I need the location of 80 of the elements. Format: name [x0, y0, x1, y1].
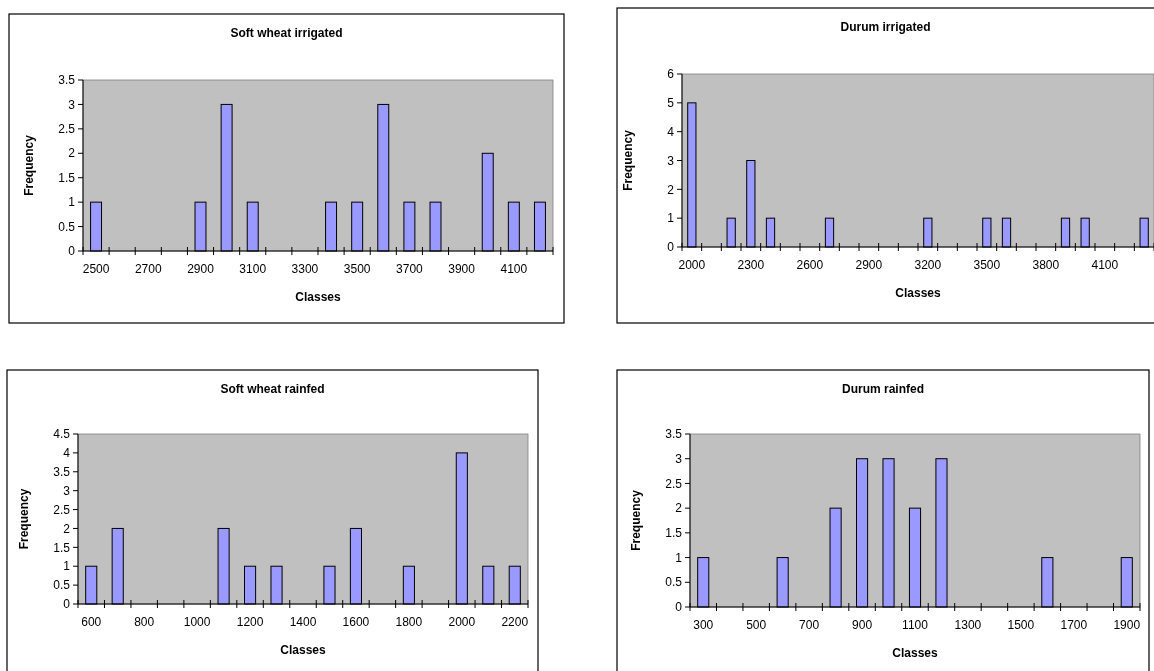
x-tick-label: 4100 — [500, 262, 528, 276]
y-tick-label: 3.5 — [58, 73, 76, 88]
x-tick-label: 2900 — [855, 258, 883, 272]
y-tick-label: 0.5 — [53, 578, 71, 593]
y-tick-label: 0.5 — [58, 219, 76, 234]
x-axis-title: Classes — [280, 643, 327, 657]
x-axis-title: Classes — [895, 286, 942, 300]
y-tick-label: 2 — [68, 146, 76, 161]
y-tick-label: 1 — [68, 195, 76, 210]
y-tick-label: 4 — [63, 446, 71, 461]
x-tick-label: 300 — [693, 618, 714, 632]
y-tick-label: 3 — [68, 97, 76, 112]
y-tick-label: 3.5 — [665, 427, 683, 442]
x-tick-label: 3500 — [973, 258, 1001, 272]
chart-title: Soft wheat rainfed — [220, 382, 325, 396]
x-axis-title: Classes — [892, 646, 939, 660]
y-tick-label: 2.5 — [58, 122, 76, 137]
y-tick-label: 0.5 — [665, 575, 683, 590]
x-tick-label: 1900 — [1113, 618, 1141, 632]
x-tick-label: 1400 — [289, 615, 317, 629]
x-tick-label: 1700 — [1060, 618, 1088, 632]
y-tick-label: 4.5 — [53, 427, 71, 442]
x-tick-label: 900 — [852, 618, 873, 632]
x-tick-label: 1800 — [395, 615, 423, 629]
x-tick-label: 700 — [799, 618, 820, 632]
x-tick-label: 500 — [746, 618, 767, 632]
x-tick-label: 2000 — [448, 615, 476, 629]
y-tick-label: 2 — [667, 182, 675, 197]
y-tick-label: 0 — [63, 597, 71, 612]
x-tick-label: 2000 — [678, 258, 706, 272]
y-tick-label: 6 — [667, 67, 675, 82]
x-tick-label: 800 — [134, 615, 155, 629]
y-tick-label: 3 — [63, 483, 71, 498]
x-tick-label: 1300 — [954, 618, 982, 632]
x-tick-label: 3200 — [914, 258, 942, 272]
x-tick-label: 3800 — [1032, 258, 1060, 272]
chart-title: Durum irrigated — [840, 20, 931, 34]
x-tick-label: 1200 — [236, 615, 264, 629]
x-tick-label: 1500 — [1007, 618, 1035, 632]
y-tick-label: 1 — [667, 211, 675, 226]
x-tick-label: 1600 — [342, 615, 370, 629]
x-tick-label: 3100 — [239, 262, 267, 276]
y-tick-label: 1 — [63, 559, 71, 574]
y-tick-label: 2 — [675, 501, 683, 516]
x-tick-label: 3900 — [448, 262, 476, 276]
x-tick-label: 600 — [81, 615, 102, 629]
y-tick-label: 0 — [667, 240, 675, 255]
x-tick-label: 2500 — [82, 262, 110, 276]
y-tick-label: 2.5 — [665, 476, 683, 491]
y-tick-label: 3 — [667, 153, 675, 168]
x-tick-label: 2900 — [187, 262, 215, 276]
x-tick-label: 2600 — [796, 258, 824, 272]
x-tick-label: 4100 — [1091, 258, 1119, 272]
x-tick-label: 3500 — [343, 262, 371, 276]
chart-title: Soft wheat irrigated — [230, 26, 343, 40]
y-tick-label: 1.5 — [58, 170, 76, 185]
x-tick-label: 3700 — [396, 262, 424, 276]
y-axis-title: Frequency — [629, 489, 643, 551]
y-tick-label: 3 — [675, 451, 683, 466]
y-tick-label: 5 — [667, 96, 675, 111]
x-tick-label: 2700 — [134, 262, 162, 276]
y-tick-label: 0 — [675, 600, 683, 615]
x-tick-label: 2200 — [501, 615, 529, 629]
y-axis-title: Frequency — [17, 488, 31, 550]
x-tick-label: 1000 — [183, 615, 211, 629]
y-axis-title: Frequency — [621, 129, 635, 191]
chart-title: Durum rainfed — [841, 382, 925, 396]
y-tick-label: 1.5 — [665, 526, 683, 541]
x-tick-label: 1100 — [902, 618, 929, 632]
y-tick-label: 1.5 — [53, 540, 71, 555]
x-axis-title: Classes — [295, 290, 342, 304]
y-tick-label: 3.5 — [53, 464, 71, 479]
y-tick-label: 2 — [63, 521, 71, 536]
y-tick-label: 1 — [675, 550, 683, 565]
y-tick-label: 2.5 — [53, 502, 71, 517]
y-tick-label: 4 — [667, 124, 675, 139]
x-tick-label: 2300 — [737, 258, 765, 272]
y-tick-label: 0 — [68, 244, 76, 259]
y-axis-title: Frequency — [22, 134, 36, 196]
x-tick-label: 3300 — [291, 262, 319, 276]
